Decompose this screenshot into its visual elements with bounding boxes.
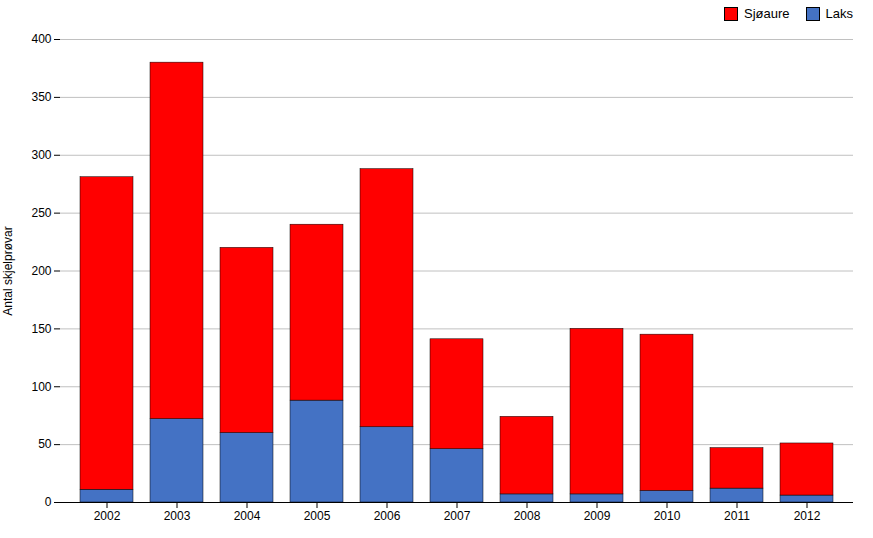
svg-text:100: 100 (31, 380, 51, 394)
html-text:Sjøaure: Sjøaure (744, 6, 790, 21)
svg-text:2010: 2010 (654, 509, 681, 523)
svg-text:2005: 2005 (304, 509, 331, 523)
svg-text:2008: 2008 (514, 509, 541, 523)
svg-text:200: 200 (31, 264, 51, 278)
svg-text:2006: 2006 (374, 509, 401, 523)
svg-text:2002: 2002 (94, 509, 121, 523)
svg-text:0: 0 (45, 495, 52, 509)
svg-text:2012: 2012 (794, 509, 821, 523)
svg-text:50: 50 (38, 437, 52, 451)
svg-text:2004: 2004 (234, 509, 261, 523)
svg-text:300: 300 (31, 148, 51, 162)
html-text:Laks: Laks (825, 6, 853, 21)
svg-text:2003: 2003 (164, 509, 191, 523)
svg-text:250: 250 (31, 206, 51, 220)
svg-text:2011: 2011 (724, 509, 750, 523)
svg-text:Antal skjelprøvar: Antal skjelprøvar (1, 226, 15, 315)
svg-text:2007: 2007 (444, 509, 471, 523)
svg-text:400: 400 (31, 32, 51, 46)
svg-text:150: 150 (31, 322, 51, 336)
svg-text:2009: 2009 (584, 509, 611, 523)
svg-text:350: 350 (31, 90, 51, 104)
